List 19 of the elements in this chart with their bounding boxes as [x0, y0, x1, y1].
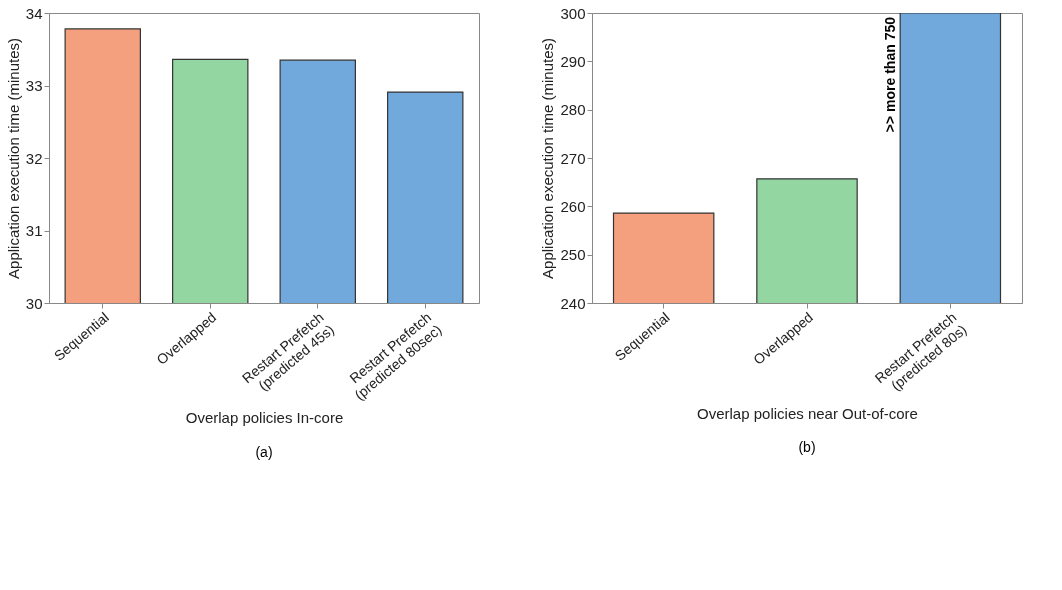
y-tick-label: 240: [560, 294, 586, 312]
y-tick-label: 33: [25, 77, 43, 94]
text: (a): [255, 443, 273, 460]
y-tick-label: 32: [25, 149, 43, 167]
text: (b): [798, 439, 816, 455]
y-tick-label: 30: [25, 294, 43, 312]
x-axis-title: Overlap policies near Out-of-core: [697, 404, 918, 422]
y-tick-label: 300: [560, 4, 586, 22]
y-tick-label: 260: [560, 197, 586, 215]
x-axis-title: Overlap policies In-core: [185, 409, 344, 427]
y-tick-label: 290: [560, 52, 586, 70]
y-axis-title: Application execution time (minutes): [4, 38, 22, 279]
y-tick-label: 250: [560, 246, 586, 264]
annotation: >> more than 750: [882, 16, 899, 133]
y-axis-title: Application execution time (minutes): [539, 38, 557, 279]
y-tick-label: 34: [25, 4, 43, 22]
y-tick-label: 270: [560, 149, 586, 167]
y-tick-label: 31: [25, 222, 43, 239]
y-tick-label: 280: [560, 101, 586, 119]
